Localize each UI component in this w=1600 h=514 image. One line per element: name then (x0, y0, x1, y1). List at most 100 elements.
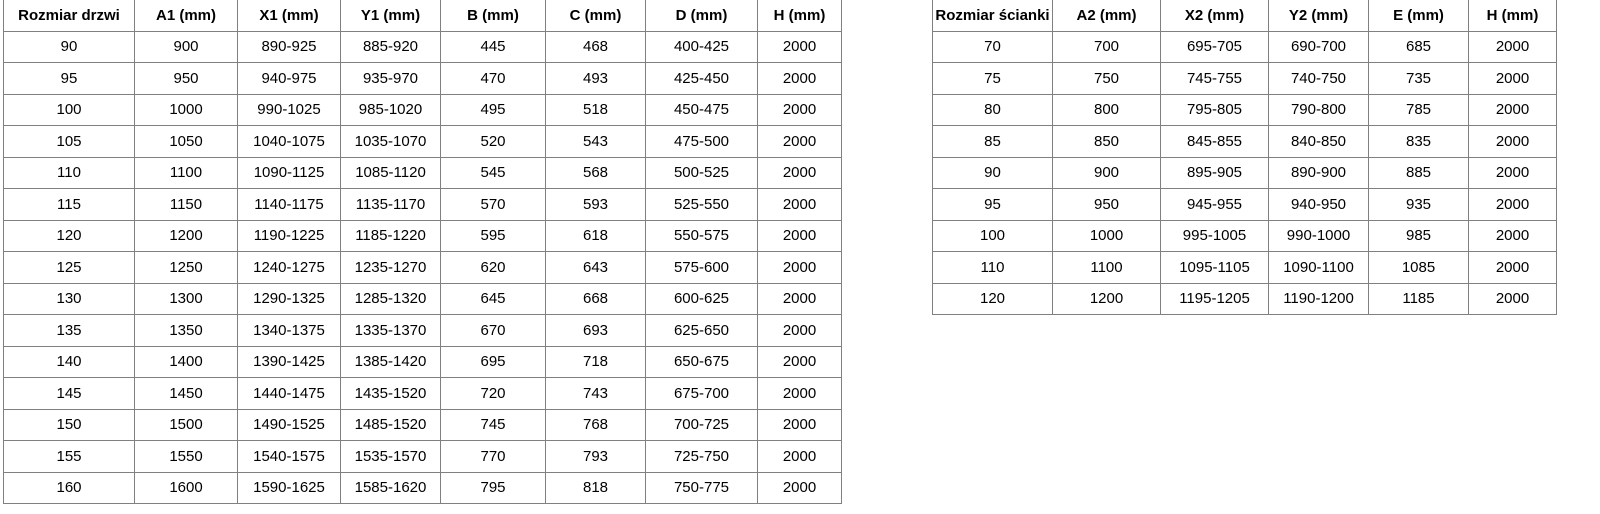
door-cell: 425-450 (645, 62, 758, 95)
wall-cell: 80 (932, 93, 1053, 126)
door-cell: 520 (440, 125, 546, 158)
door-cell: 1550 (134, 440, 238, 473)
door-cell: 575-600 (645, 251, 758, 284)
wall-cell: 850 (1052, 125, 1161, 158)
wall-cell: 1190-1200 (1268, 282, 1369, 315)
door-cell: 718 (545, 345, 646, 378)
wall-cell: 835 (1368, 125, 1469, 158)
wall-cell: 845-855 (1160, 125, 1269, 158)
table-row: 145 1450 1440-1475 1435-1520 720 743 675-700 20… (3, 377, 842, 410)
door-cell: 100 (3, 93, 135, 126)
wall-cell: 785 (1368, 93, 1469, 126)
door-cell: 470 (440, 62, 546, 95)
door-cell: 600-625 (645, 282, 758, 315)
door-cell: 1390-1425 (237, 345, 341, 378)
door-cell: 940-975 (237, 62, 341, 95)
wall-cell: 690-700 (1268, 30, 1369, 63)
door-cell: 645 (440, 282, 546, 315)
wall-cell: 985 (1368, 219, 1469, 252)
door-column-header: D (mm) (645, 0, 758, 32)
door-cell: 950 (134, 62, 238, 95)
door-cell: 700-725 (645, 408, 758, 441)
wall-cell: 940-950 (1268, 188, 1369, 221)
wall-cell: 95 (932, 188, 1053, 221)
wall-cell: 1085 (1368, 251, 1469, 284)
door-cell: 593 (545, 188, 646, 221)
wall-cell: 85 (932, 125, 1053, 158)
door-cell: 550-575 (645, 219, 758, 252)
table-row: 110 1100 1090-1125 1085-1120 545 568 500-525 20… (3, 156, 842, 189)
door-cell: 1285-1320 (340, 282, 441, 315)
door-cell: 1235-1270 (340, 251, 441, 284)
wall-cell: 990-1000 (1268, 219, 1369, 252)
wall-table-body: 70 700 695-705 690-700 685 2000 75 750 745-755 74… (932, 30, 1557, 315)
door-cell: 140 (3, 345, 135, 378)
door-cell: 670 (440, 314, 546, 347)
door-cell: 2000 (757, 156, 842, 189)
wall-cell: 1185 (1368, 282, 1469, 315)
door-cell: 475-500 (645, 125, 758, 158)
door-cell: 568 (545, 156, 646, 189)
door-cell: 1100 (134, 156, 238, 189)
door-cell: 525-550 (645, 188, 758, 221)
door-cell: 890-925 (237, 30, 341, 63)
door-cell: 1435-1520 (340, 377, 441, 410)
door-cell: 2000 (757, 93, 842, 126)
wall-cell: 1100 (1052, 251, 1161, 284)
wall-column-header: E (mm) (1368, 0, 1469, 32)
door-cell: 1540-1575 (237, 440, 341, 473)
door-table-header: Rozmiar drzwi A1 (mm) X1 (mm) Y1 (mm) B (mm)… (3, 0, 842, 32)
wall-cell: 2000 (1468, 30, 1557, 63)
table-row: 140 1400 1390-1425 1385-1420 695 718 650-675 20… (3, 345, 842, 378)
wall-cell: 995-1005 (1160, 219, 1269, 252)
door-cell: 2000 (757, 188, 842, 221)
door-cell: 750-775 (645, 471, 758, 504)
wall-cell: 895-905 (1160, 156, 1269, 189)
table-header-row: Rozmiar ścianki A2 (mm) X2 (mm) Y2 (mm) E (m… (932, 0, 1557, 32)
door-cell: 155 (3, 440, 135, 473)
door-cell: 450-475 (645, 93, 758, 126)
door-cell: 90 (3, 30, 135, 63)
table-row: 120 1200 1190-1225 1185-1220 595 618 550-575 20… (3, 219, 842, 252)
wall-cell: 1200 (1052, 282, 1161, 315)
table-row: 130 1300 1290-1325 1285-1320 645 668 600-625 20… (3, 282, 842, 315)
door-cell: 160 (3, 471, 135, 504)
door-cell: 1090-1125 (237, 156, 341, 189)
door-cell: 625-650 (645, 314, 758, 347)
table-row: 125 1250 1240-1275 1235-1270 620 643 575-600 20… (3, 251, 842, 284)
table-row: 115 1150 1140-1175 1135-1170 570 593 525-550 20… (3, 188, 842, 221)
wall-cell: 900 (1052, 156, 1161, 189)
door-cell: 545 (440, 156, 546, 189)
door-cell: 400-425 (645, 30, 758, 63)
wall-cell: 1090-1100 (1268, 251, 1369, 284)
door-cell: 725-750 (645, 440, 758, 473)
door-cell: 1535-1570 (340, 440, 441, 473)
door-cell: 95 (3, 62, 135, 95)
door-cell: 650-675 (645, 345, 758, 378)
wall-panel-dimensions-table: Rozmiar ścianki A2 (mm) X2 (mm) Y2 (mm) E (m… (932, 0, 1557, 315)
wall-cell: 100 (932, 219, 1053, 252)
door-cell: 105 (3, 125, 135, 158)
table-row: 160 1600 1590-1625 1585-1620 795 818 750-775 20… (3, 471, 842, 504)
wall-cell: 2000 (1468, 156, 1557, 189)
door-cell: 2000 (757, 408, 842, 441)
door-cell: 643 (545, 251, 646, 284)
wall-cell: 790-800 (1268, 93, 1369, 126)
door-cell: 1490-1525 (237, 408, 341, 441)
table-row: 75 750 745-755 740-750 735 2000 (932, 62, 1557, 95)
door-cell: 2000 (757, 345, 842, 378)
door-cell: 1190-1225 (237, 219, 341, 252)
table-row: 95 950 945-955 940-950 935 2000 (932, 188, 1557, 221)
door-cell: 770 (440, 440, 546, 473)
wall-cell: 945-955 (1160, 188, 1269, 221)
door-cell: 935-970 (340, 62, 441, 95)
door-cell: 743 (545, 377, 646, 410)
wall-cell: 795-805 (1160, 93, 1269, 126)
door-cell: 500-525 (645, 156, 758, 189)
wall-column-header: X2 (mm) (1160, 0, 1269, 32)
wall-cell: 750 (1052, 62, 1161, 95)
door-cell: 1500 (134, 408, 238, 441)
door-cell: 668 (545, 282, 646, 315)
table-row: 80 800 795-805 790-800 785 2000 (932, 93, 1557, 126)
